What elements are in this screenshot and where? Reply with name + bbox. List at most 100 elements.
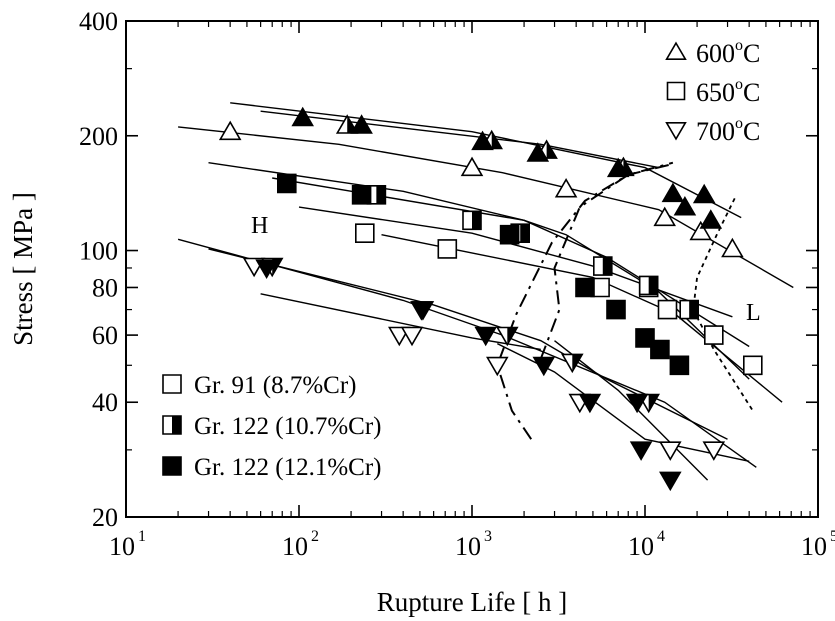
fit-line <box>260 293 541 351</box>
legend-square-solid-icon <box>162 456 182 476</box>
marker-shape <box>532 356 556 377</box>
square-half-point <box>462 210 482 231</box>
fit-line <box>381 234 783 403</box>
square-solid-point <box>276 173 297 194</box>
triangle-down-solid-point <box>255 259 278 279</box>
marker-shape <box>606 157 630 178</box>
triangle-down-open-point <box>659 441 682 461</box>
marker-shape <box>526 142 550 162</box>
y-tick-label: 60 <box>92 321 118 350</box>
fit-line <box>496 342 750 462</box>
marker-shape <box>471 130 494 151</box>
legend-temperature-value: 600 <box>696 39 735 68</box>
legend-square-half-icon <box>162 415 182 435</box>
marker-half-fill <box>648 276 658 295</box>
triangle-down-solid-point <box>625 393 649 414</box>
marker-shape <box>350 114 373 134</box>
legend-temperature-unit: C <box>743 39 760 68</box>
triangle-down-solid-point <box>532 356 556 377</box>
y-tick-label: 100 <box>79 237 118 266</box>
legend-material: Gr. 91 (8.7%Cr) Gr. 122 (10.7%Cr) Gr. 122 … <box>162 372 381 481</box>
fit-line <box>260 110 659 169</box>
legend-temperature-label: 650oC <box>696 76 760 107</box>
marker-shape <box>218 120 242 141</box>
annotation-h: H <box>251 213 268 239</box>
marker-shape <box>673 196 697 216</box>
marker-shape <box>400 326 424 347</box>
marker-half-fill <box>172 416 181 434</box>
marker-half-fill <box>520 224 530 243</box>
legend-triangle-up-icon <box>665 41 687 61</box>
triangle-up-solid-point <box>661 182 685 203</box>
marker-shape <box>606 299 626 320</box>
triangle-down-open-point <box>486 356 509 377</box>
marker-shape <box>460 156 484 177</box>
marker-shape <box>629 441 653 461</box>
square-solid-point <box>499 224 520 245</box>
triangle-up-solid-point <box>471 130 494 151</box>
triangle-down-solid-point <box>474 326 497 347</box>
triangle-up-solid-point <box>692 183 716 204</box>
legend-temperature-degree: o <box>735 37 743 54</box>
y-tick-label: 20 <box>92 503 118 532</box>
marker-shape <box>669 355 690 376</box>
marker-shape <box>162 456 182 476</box>
triangle-down-open-point <box>400 326 424 347</box>
fit-line <box>230 102 742 219</box>
legend-temperature-label: 600oC <box>696 37 760 68</box>
x-tick-label-exponent: 4 <box>657 528 665 545</box>
marker-shape <box>474 326 497 347</box>
marker-shape <box>575 277 595 298</box>
marker-shape <box>659 441 682 461</box>
marker-half-fill <box>472 211 481 230</box>
marker-shape <box>692 183 716 204</box>
x-tick-label-exponent: 5 <box>830 528 835 545</box>
x-tick-label: 10 <box>455 532 481 561</box>
marker-half-fill <box>648 394 659 412</box>
legend-material-label: Gr. 91 (8.7%Cr) <box>194 372 356 399</box>
marker-shape <box>699 209 723 229</box>
x-tick-label: 10 <box>109 532 135 561</box>
triangle-down-open-point <box>702 441 726 461</box>
triangle-up-solid-point <box>606 157 630 178</box>
marker-shape <box>162 374 182 394</box>
x-tick-label-exponent: 3 <box>484 528 492 545</box>
legend-material-label: Gr. 122 (12.1%Cr) <box>194 454 381 481</box>
triangle-up-open-point <box>721 237 744 258</box>
marker-shape <box>650 339 670 360</box>
triangle-down-half-point <box>496 326 519 347</box>
square-solid-point <box>575 277 595 298</box>
marker-shape <box>689 220 712 241</box>
triangle-down-solid-point <box>411 301 435 321</box>
marker-shape <box>702 441 726 461</box>
marker-shape <box>578 393 602 414</box>
x-tick-label: 10 <box>628 532 654 561</box>
y-tick-label: 80 <box>92 273 118 302</box>
y-axis-label: Stress [ MPa ] <box>8 192 38 346</box>
dashed-boundary-line <box>539 161 674 360</box>
marker-shape <box>354 223 375 243</box>
legend-square-icon <box>666 81 686 101</box>
marker-shape <box>703 325 724 345</box>
square-solid-point <box>669 355 690 376</box>
triangle-up-solid-point <box>673 196 697 216</box>
legend-temperature-label: 700oC <box>696 115 760 146</box>
marker-half-fill <box>602 257 612 276</box>
triangle-down-solid-point <box>629 441 653 461</box>
marker-shape <box>721 237 744 258</box>
triangle-up-open-point <box>554 178 578 198</box>
legend-temperature-value: 650 <box>696 78 735 107</box>
marker-half-fill <box>572 354 583 372</box>
square-open-point <box>437 239 458 259</box>
triangle-down-solid-point <box>659 471 682 492</box>
annotation-l: L <box>746 300 761 326</box>
marker-shape <box>625 393 649 414</box>
legend-material-label: Gr. 122 (10.7%Cr) <box>194 413 381 440</box>
marker-shape <box>499 224 520 245</box>
y-tick-label: 200 <box>79 122 118 151</box>
square-open-point <box>657 299 678 320</box>
x-tick-label-exponent: 2 <box>311 528 319 545</box>
